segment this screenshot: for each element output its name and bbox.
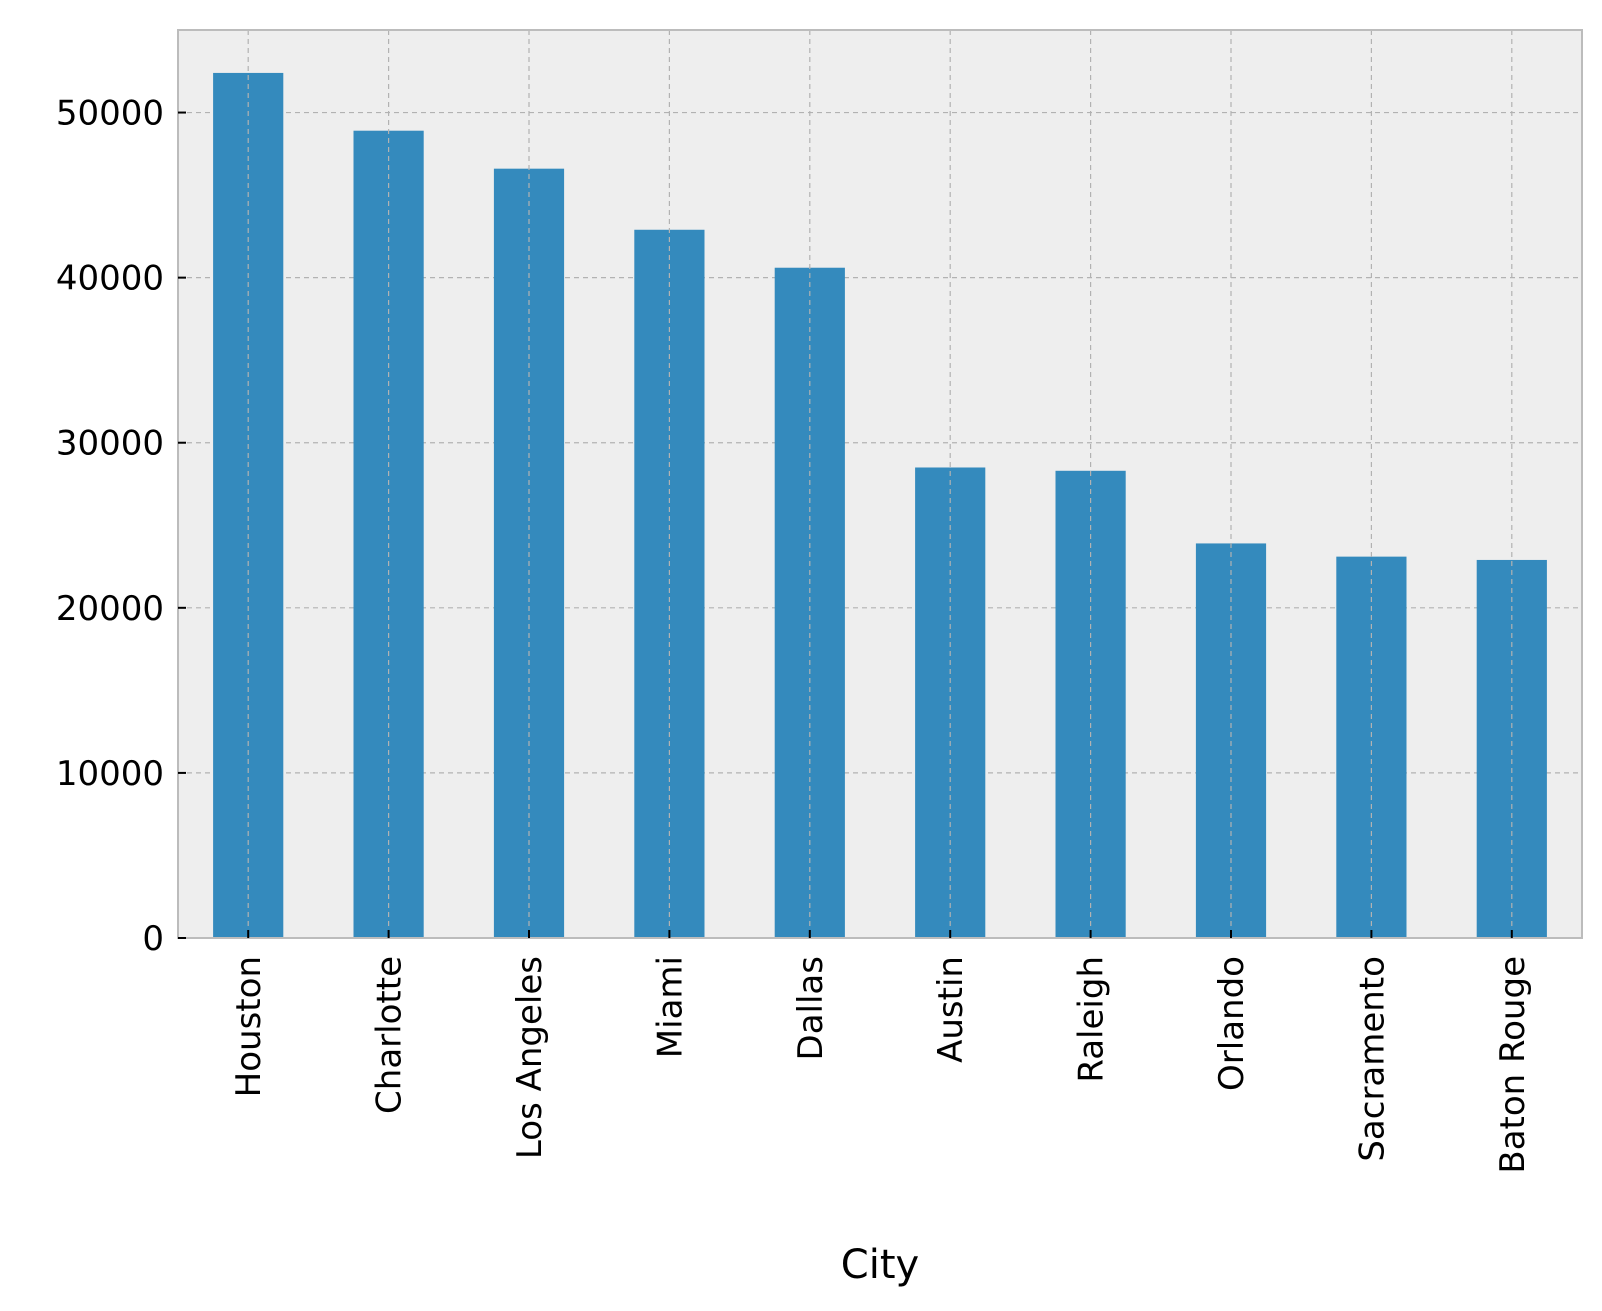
- x-tick-label: Orlando: [1212, 956, 1252, 1091]
- x-tick-label: Raleigh: [1072, 956, 1112, 1083]
- y-axis-tick-labels: 0 10000 20000 30000 40000 50000: [56, 94, 164, 959]
- bar-baton-rouge: [1476, 559, 1547, 938]
- x-tick-label: Houston: [229, 956, 269, 1097]
- bar-houston: [213, 72, 284, 938]
- x-tick-label: Los Angeles: [510, 956, 550, 1159]
- y-tick-label: 0: [142, 919, 164, 959]
- bar-dallas: [774, 267, 845, 938]
- y-tick-label: 40000: [56, 259, 164, 299]
- plot-frame: [177, 29, 1583, 939]
- vertical-grid-lines: [247, 30, 1513, 938]
- x-tick-label: Austin: [931, 956, 971, 1063]
- x-tick-label: Miami: [650, 956, 690, 1058]
- y-tick-label: 10000: [56, 754, 164, 794]
- bar-sacramento: [1336, 556, 1407, 938]
- y-tick-label: 50000: [56, 94, 164, 134]
- x-tick-label: Baton Rouge: [1493, 956, 1533, 1174]
- x-tick-label: Dallas: [791, 956, 831, 1060]
- x-axis-tick-labels: Houston Charlotte Los Angeles Miami Dallas Au…: [229, 956, 1533, 1174]
- x-tick-label: Sacramento: [1352, 956, 1392, 1162]
- tick-marks: [178, 111, 1513, 939]
- y-tick-label: 30000: [56, 424, 164, 464]
- x-tick-label: Charlotte: [370, 956, 410, 1114]
- y-tick-label: 20000: [56, 589, 164, 629]
- x-axis-title: City: [841, 1242, 919, 1288]
